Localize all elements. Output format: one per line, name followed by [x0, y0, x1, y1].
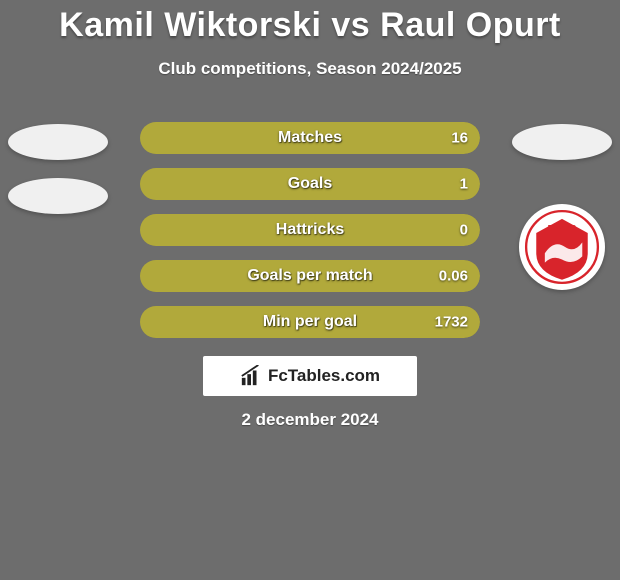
stat-bar: Goals per match 0.06: [140, 260, 480, 292]
chart-icon: [240, 365, 262, 387]
date-text: 2 december 2024: [0, 410, 620, 430]
stat-bar: Matches 16: [140, 122, 480, 154]
bar-value-right: 1: [460, 176, 468, 193]
bar-value-right: 0: [460, 222, 468, 239]
branding-badge: FcTables.com: [203, 356, 417, 396]
dinamo-crest-icon: DINAMO: [523, 208, 601, 286]
placeholder-icon: [512, 124, 612, 160]
bar-label: Matches: [278, 129, 342, 147]
stat-bar: Hattricks 0: [140, 214, 480, 246]
stat-bars: Matches 16 Goals 1 Hattricks 0 Goals per match…: [140, 122, 480, 352]
bar-value-right: 0.06: [439, 268, 468, 285]
crest-label: DINAMO: [548, 225, 577, 232]
left-badges: [8, 116, 108, 232]
right-badges: DINAMO: [512, 116, 612, 290]
stat-bar: Goals 1: [140, 168, 480, 200]
stat-bar: Min per goal 1732: [140, 306, 480, 338]
bar-label: Goals: [288, 175, 332, 193]
branding-text: FcTables.com: [268, 366, 380, 386]
page-title: Kamil Wiktorski vs Raul Opurt: [0, 0, 620, 45]
club-crest-icon: DINAMO: [519, 204, 605, 290]
bar-label: Goals per match: [247, 267, 372, 285]
bar-value-right: 1732: [435, 314, 468, 331]
page-subtitle: Club competitions, Season 2024/2025: [0, 59, 620, 79]
bar-label: Min per goal: [263, 313, 357, 331]
placeholder-icon: [8, 178, 108, 214]
bar-label: Hattricks: [276, 221, 344, 239]
bar-value-right: 16: [451, 130, 468, 147]
placeholder-icon: [8, 124, 108, 160]
